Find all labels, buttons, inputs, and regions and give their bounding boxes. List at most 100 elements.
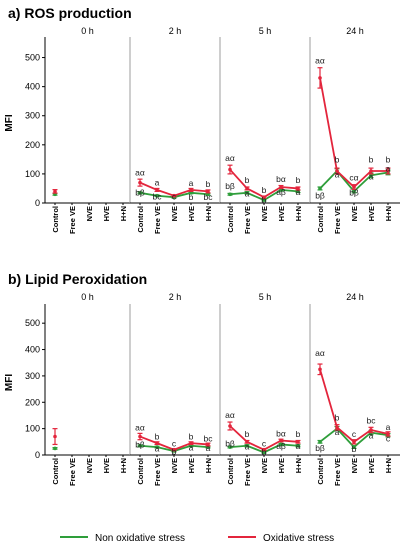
data-point — [228, 424, 232, 428]
x-tick-label: NVE — [260, 458, 269, 473]
data-point — [352, 185, 356, 189]
chart-lipid-peroxidation: b) Lipid Peroxidation MFI 0 100 200 300 400 500… — [4, 271, 400, 486]
panel-0h: 0 h Control Free VE NVE HVE H+N — [45, 292, 130, 486]
data-point — [335, 169, 339, 173]
significance-label: b — [262, 195, 267, 205]
data-point — [228, 192, 232, 197]
data-point — [53, 446, 57, 451]
data-point — [155, 193, 159, 198]
significance-label: a — [206, 443, 211, 453]
y-tick-label: 300 — [25, 371, 40, 381]
chart-title: a) ROS production — [8, 5, 132, 21]
significance-label: bα — [276, 174, 286, 184]
x-tick-label: Control — [136, 206, 145, 233]
x-tick-label: Control — [226, 206, 235, 233]
significance-label: b — [245, 429, 250, 439]
significance-label: bβ — [315, 191, 325, 201]
significance-label: aα — [315, 55, 325, 65]
x-tick-label: Free VE — [333, 458, 342, 486]
y-tick-label: 0 — [35, 198, 40, 208]
y-tick-label: 400 — [25, 345, 40, 355]
x-tick-label: H+N — [204, 458, 213, 473]
y-axis-label: MFI — [4, 114, 15, 131]
panel-header: 2 h — [169, 292, 182, 302]
significance-label: bβ — [225, 181, 235, 191]
data-point — [53, 189, 57, 194]
chart-ros-production: a) ROS production MFI 0 100 200 300 400 500 0 h C… — [4, 5, 400, 234]
data-point — [245, 186, 249, 191]
data-point — [386, 169, 390, 173]
data-point — [335, 425, 339, 430]
data-point — [155, 445, 159, 449]
x-tick-label: Free VE — [243, 458, 252, 486]
significance-label: a — [155, 443, 160, 453]
x-tick-label: H+N — [294, 458, 303, 473]
data-point — [352, 440, 356, 444]
data-point — [262, 450, 266, 455]
data-point — [228, 167, 232, 172]
data-point — [318, 76, 322, 80]
significance-label: aβ — [276, 187, 286, 197]
x-tick-label: H+N — [119, 206, 128, 221]
x-tick-label: HVE — [277, 206, 286, 221]
data-point — [172, 447, 176, 452]
panel-0h: 0 h Control Free VE NVE HVE H+N — [45, 26, 130, 234]
significance-label: a — [296, 441, 301, 451]
x-tick-label: Control — [51, 206, 60, 233]
significance-label: c — [386, 433, 391, 443]
significance-label: a — [155, 178, 160, 188]
significance-label: bα — [276, 429, 286, 439]
significance-label: c — [172, 192, 177, 202]
significance-label: b — [262, 447, 267, 457]
panel-header: 5 h — [259, 292, 272, 302]
significance-label: a — [369, 172, 374, 182]
data-point — [352, 445, 356, 449]
x-tick-label: H+N — [204, 206, 213, 221]
data-point — [369, 428, 373, 432]
data-point — [279, 438, 283, 443]
legend-label-oxidative: Oxidative stress — [263, 533, 334, 544]
y-tick-label: 200 — [25, 397, 40, 407]
significance-label: b — [296, 429, 301, 439]
significance-label: bβ — [349, 188, 359, 198]
x-tick-label: HVE — [102, 458, 111, 473]
data-point — [386, 432, 390, 436]
x-tick-label: NVE — [260, 206, 269, 221]
y-tick-label: 0 — [35, 450, 40, 460]
significance-label: c — [262, 439, 267, 449]
x-tick-label: HVE — [187, 458, 196, 473]
data-point — [138, 443, 142, 448]
significance-label: bβ — [135, 440, 145, 450]
x-tick-label: H+N — [384, 206, 393, 221]
y-tick-label: 400 — [25, 82, 40, 92]
x-tick-label: NVE — [85, 206, 94, 221]
significance-label: a — [245, 442, 250, 452]
data-point — [155, 441, 159, 445]
y-tick-label: 300 — [25, 111, 40, 121]
panel-header: 24 h — [346, 292, 364, 302]
significance-label: bβ — [225, 439, 235, 449]
significance-label: a — [296, 187, 301, 197]
y-tick-label: 200 — [25, 140, 40, 150]
significance-label: bc — [204, 433, 214, 443]
significance-label: b — [335, 413, 340, 423]
x-tick-label: H+N — [384, 458, 393, 473]
legend-label-non-oxidative: Non oxidative stress — [95, 533, 185, 544]
significance-label: c — [352, 429, 357, 439]
x-tick-label: Control — [136, 458, 145, 485]
significance-label: aα — [315, 348, 325, 358]
data-point — [138, 434, 142, 439]
significance-label: b — [369, 154, 374, 164]
significance-label: b — [335, 154, 340, 164]
x-tick-label: Free VE — [68, 458, 77, 486]
significance-label: a — [189, 442, 194, 452]
data-point — [262, 447, 266, 452]
x-tick-label: Free VE — [333, 206, 342, 234]
significance-label: cα — [349, 172, 358, 182]
x-tick-label: NVE — [350, 458, 359, 473]
x-tick-label: Free VE — [243, 206, 252, 234]
significance-label: bc — [204, 192, 214, 202]
